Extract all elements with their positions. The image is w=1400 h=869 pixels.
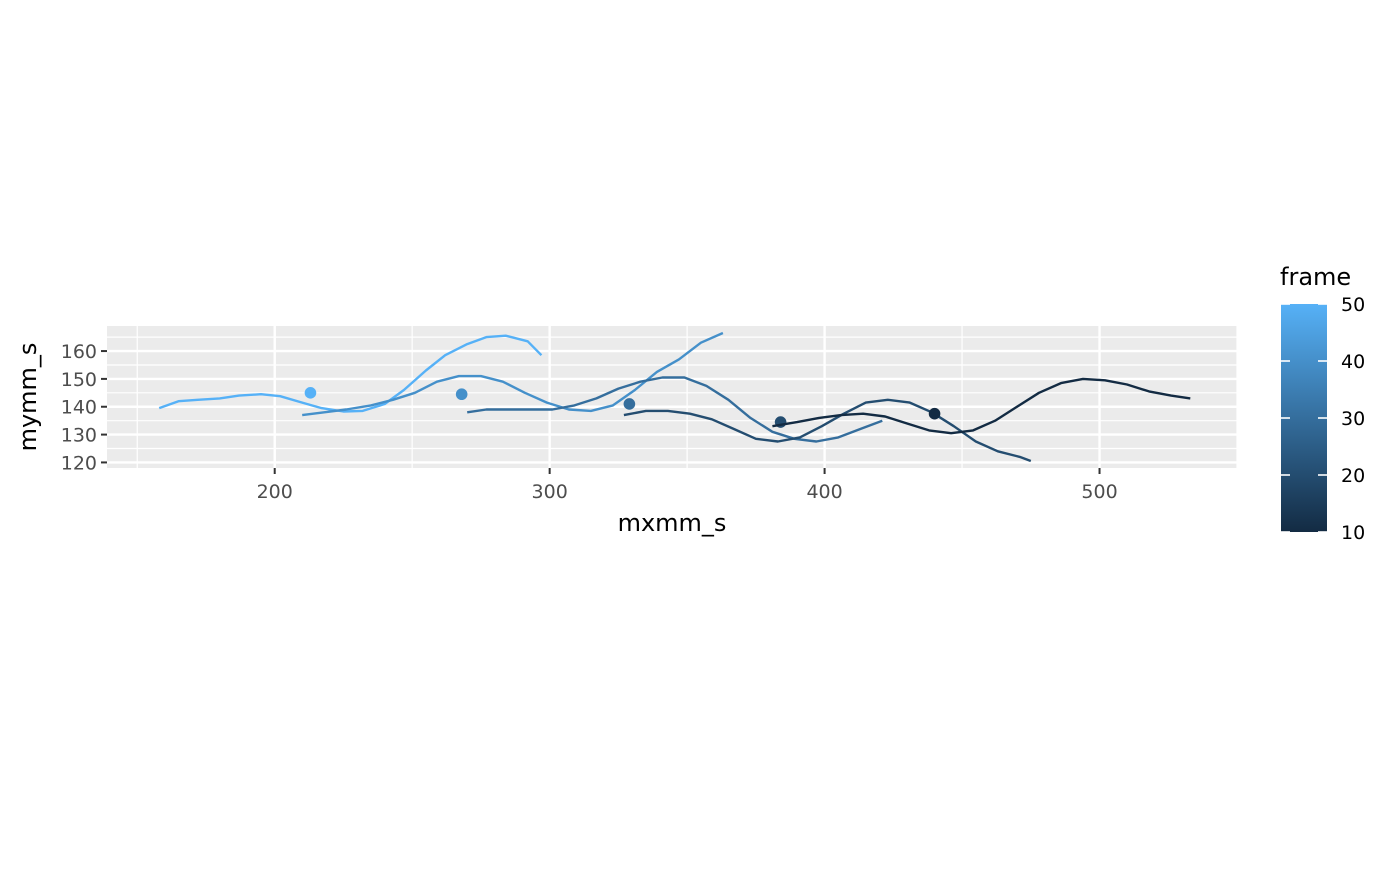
y-tick-label: 160 — [61, 341, 97, 363]
colorbar-tick-label: 20 — [1341, 465, 1365, 487]
x-axis-title: mxmm_s — [618, 509, 727, 537]
legend-title: frame — [1280, 263, 1351, 291]
x-tick-label: 500 — [1081, 481, 1117, 503]
y-tick-label: 120 — [61, 452, 97, 474]
series-line-frame-20 — [623, 398, 1032, 463]
series-line-frame-10 — [772, 377, 1191, 435]
plot-panel — [107, 326, 1237, 468]
grid-major — [107, 326, 1237, 468]
y-tick-label: 140 — [61, 397, 97, 419]
x-axis: 200 300 400 500 — [257, 468, 1118, 503]
colorbar-tick-label: 10 — [1341, 522, 1365, 544]
series-line-frame-30 — [467, 376, 883, 443]
colorbar-tick-label: 30 — [1341, 408, 1365, 430]
x-tick-label: 300 — [532, 481, 568, 503]
colorbar-tick-label: 40 — [1341, 351, 1365, 373]
grid-minor — [107, 326, 1238, 468]
series-group — [158, 331, 1191, 463]
y-axis: 120 130 140 150 160 — [61, 341, 107, 474]
series-line-frame-50 — [158, 334, 543, 413]
x-tick-label: 400 — [806, 481, 842, 503]
y-tick-label: 130 — [61, 425, 97, 447]
series-point-frame-30 — [623, 398, 636, 410]
y-tick-label: 150 — [61, 369, 97, 391]
legend-ticks: 10 20 30 40 50 — [1281, 294, 1365, 544]
y-axis-title: mymm_s — [14, 343, 42, 452]
legend-colorbar: frame 10 20 30 40 50 — [1280, 263, 1365, 544]
series-point-frame-40 — [455, 388, 468, 401]
series-point-frame-10 — [928, 407, 941, 420]
colorbar-tick-label: 50 — [1341, 294, 1365, 316]
x-tick-label: 200 — [257, 481, 293, 503]
series-line-frame-40 — [302, 331, 724, 417]
series-point-frame-50 — [304, 387, 317, 399]
